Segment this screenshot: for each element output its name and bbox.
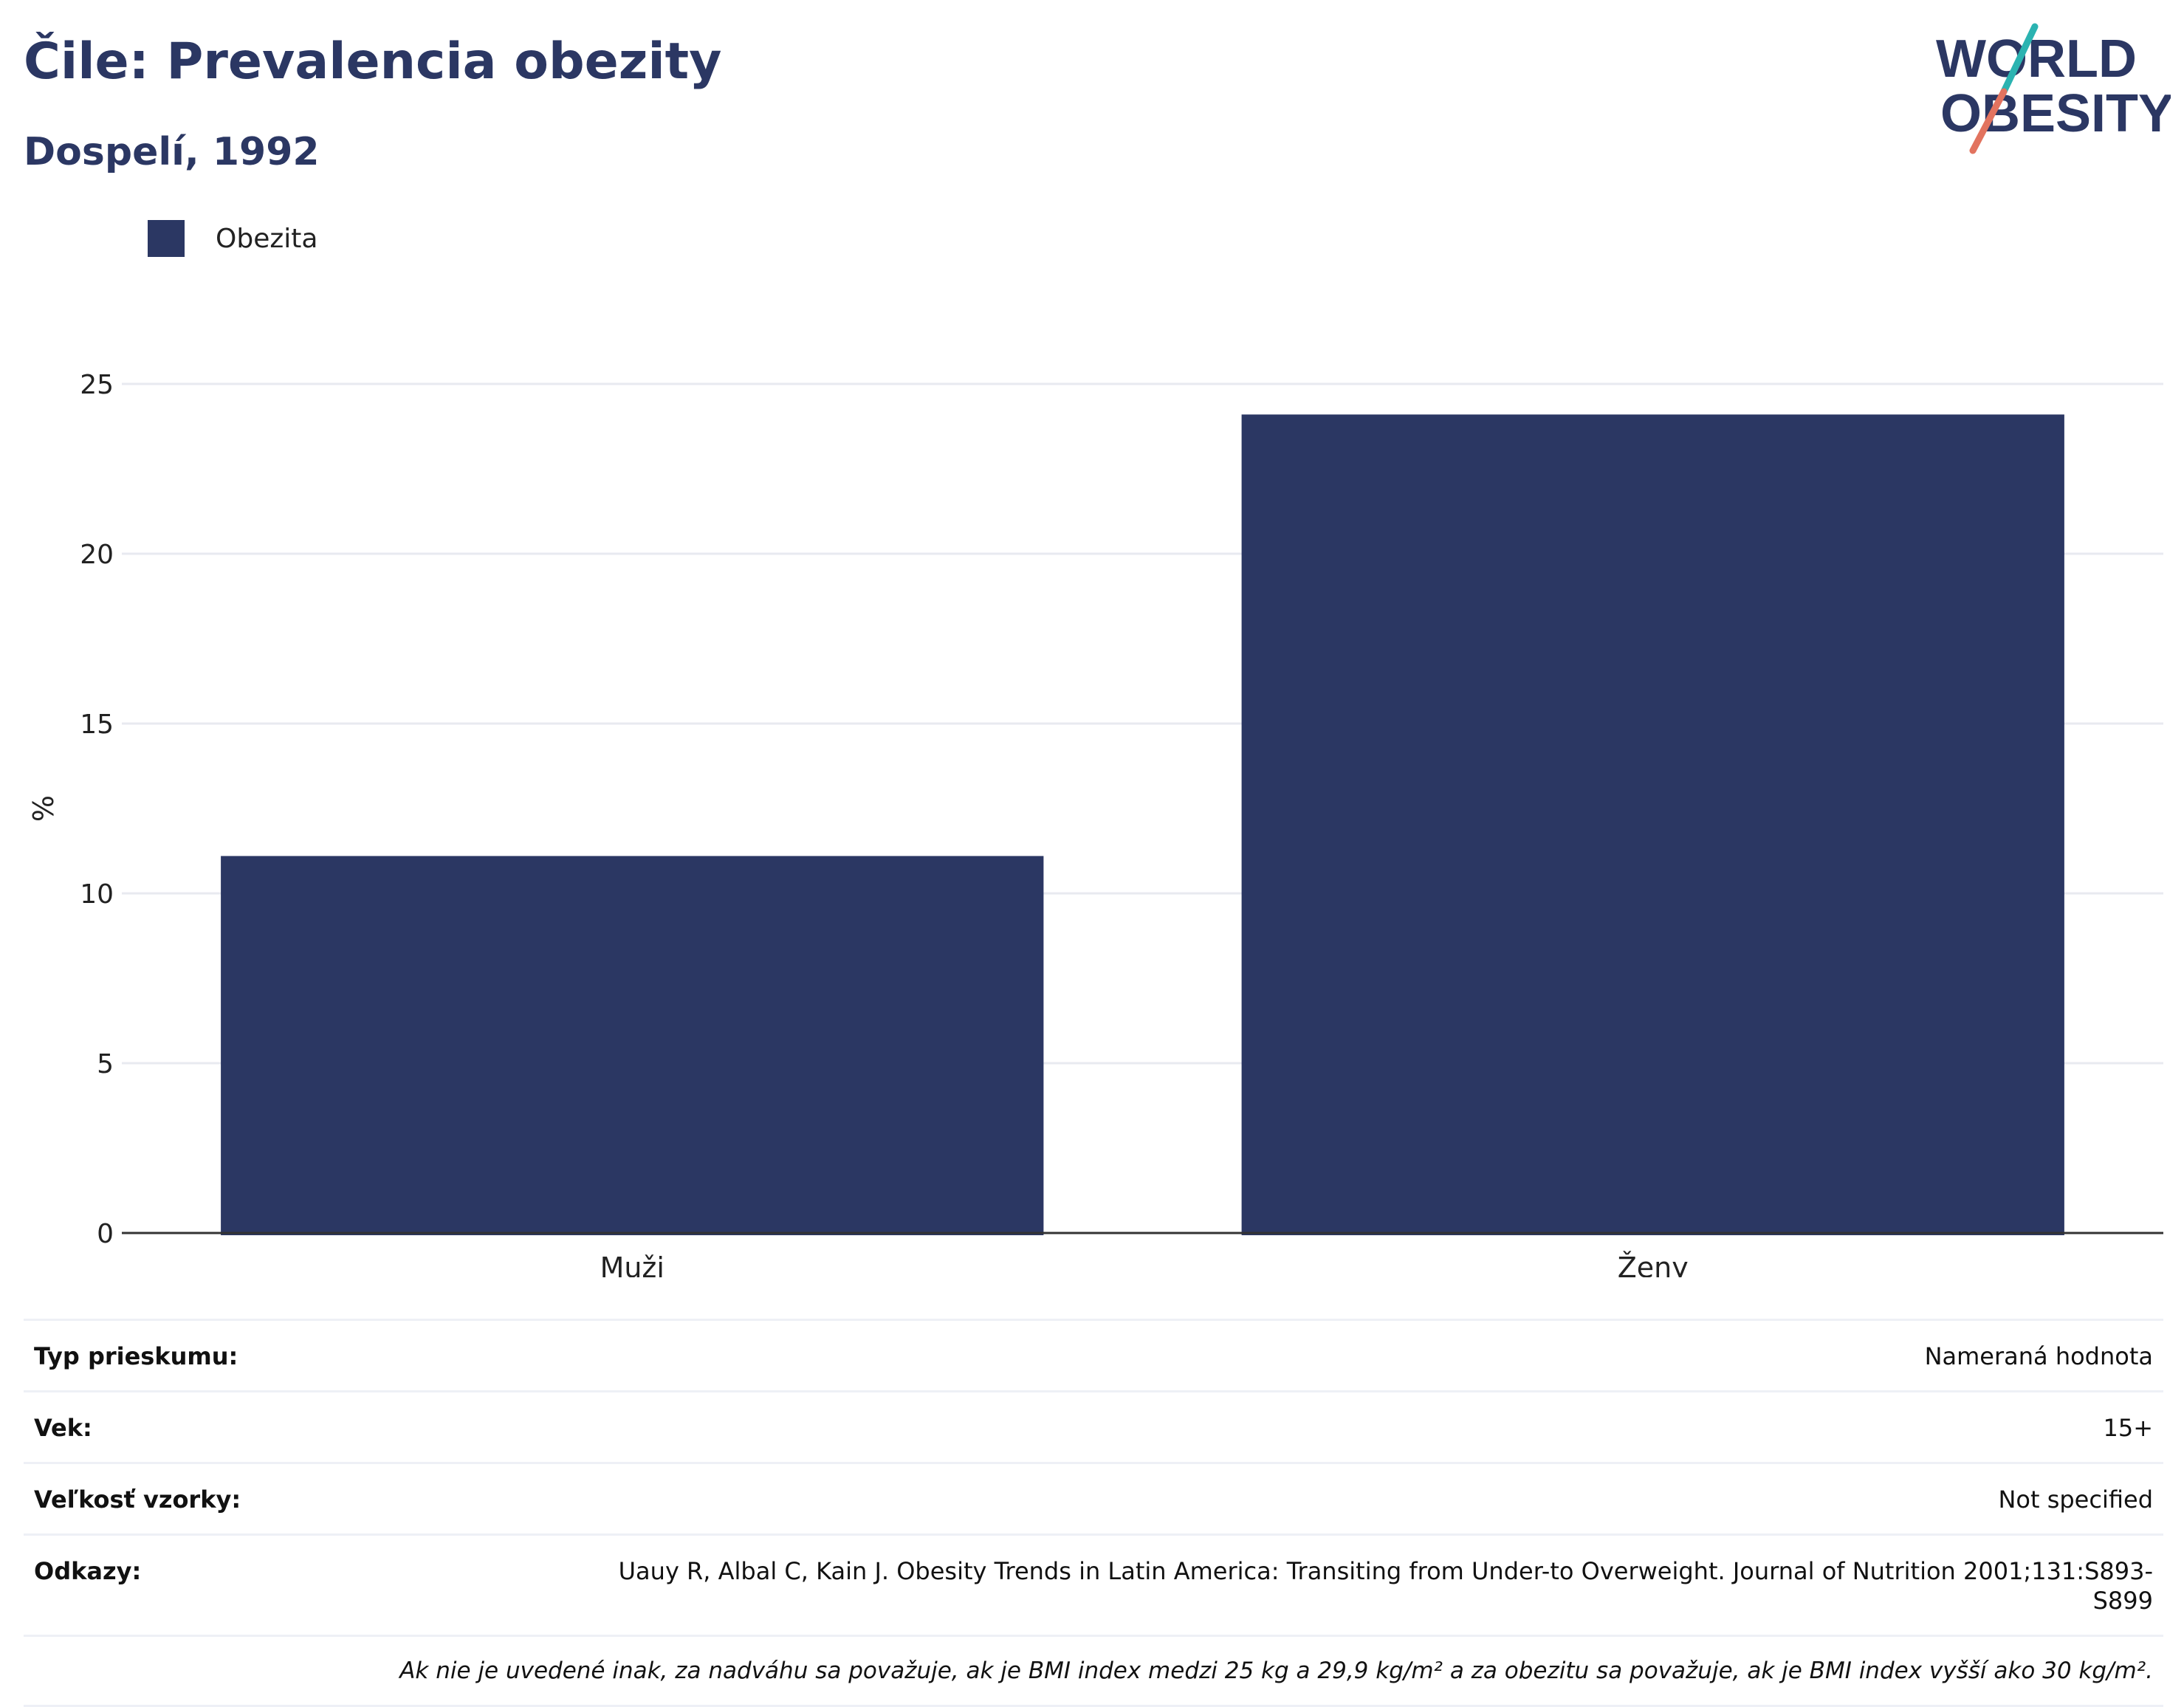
bar-zeny	[1241, 414, 2064, 1235]
info-key-sample-size: Veľkosť vzorky:	[34, 1486, 241, 1514]
info-row-age: Vek: 15+	[24, 1392, 2163, 1464]
logo-slash-coral	[1969, 88, 2008, 154]
y-tick-label-20: 20	[80, 540, 114, 570]
info-key-survey-type: Typ prieskumu:	[34, 1342, 238, 1370]
info-value-sample-size: Not specified	[1998, 1486, 2153, 1514]
info-value-references: Uauy R, Albal C, Kain J. Obesity Trends …	[618, 1557, 2153, 1615]
logo-word-1: WORLD	[1936, 30, 2137, 89]
chart-legend: Obezita	[148, 220, 317, 257]
bmi-footnote: Ak nie je uvedené inak, za nadváhu sa po…	[24, 1637, 2163, 1707]
survey-info-table: Typ prieskumu: Nameraná hodnota Vek: 15+…	[24, 1319, 2163, 1707]
y-tick-label-25: 25	[80, 370, 114, 400]
y-tick-label-0: 0	[97, 1219, 114, 1249]
page-title: Čile: Prevalencia obezity	[24, 32, 722, 91]
y-tick-label-15: 15	[80, 710, 114, 740]
info-value-age: 15+	[2103, 1414, 2153, 1442]
y-tick-label-10: 10	[80, 879, 114, 910]
info-row-references: Odkazy: Uauy R, Albal C, Kain J. Obesity…	[24, 1536, 2163, 1637]
x-tick-label-zeny: Ženy	[1618, 1251, 1689, 1277]
info-row-survey-type: Typ prieskumu: Nameraná hodnota	[24, 1321, 2163, 1392]
info-key-age: Vek:	[34, 1414, 92, 1442]
legend-swatch-obezita	[148, 220, 185, 257]
info-key-references: Odkazy:	[34, 1557, 142, 1585]
bar-chart: 0 5 10 15 20 25% Muži Ženy	[27, 370, 2163, 1277]
world-obesity-logo: WORLD OBESITY	[1936, 23, 2171, 154]
info-value-survey-type: Nameraná hodnota	[1924, 1342, 2153, 1370]
x-tick-label-muzi: Muži	[600, 1251, 665, 1277]
page-subtitle: Dospelí, 1992	[24, 130, 320, 174]
logo-slash-teal	[2000, 23, 2039, 95]
legend-label-obezita: Obezita	[216, 223, 318, 254]
bar-muzi	[221, 856, 1044, 1235]
y-tick-label-5: 5	[97, 1049, 114, 1079]
logo-word-2: OBESITY	[1940, 84, 2171, 143]
y-axis-label: %	[27, 795, 60, 822]
info-row-sample-size: Veľkosť vzorky: Not specified	[24, 1464, 2163, 1536]
